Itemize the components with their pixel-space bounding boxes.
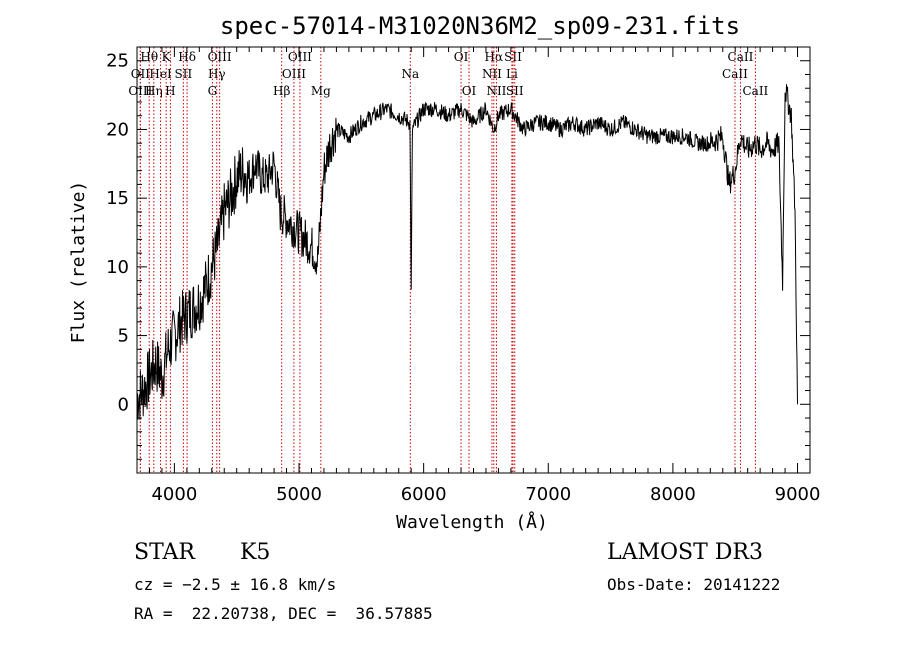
line-label: OI <box>462 84 477 98</box>
line-label: Hα <box>485 50 504 64</box>
x-tick-label: 9000 <box>775 484 821 505</box>
line-label: Hη <box>145 84 163 98</box>
y-tick-label: 0 <box>118 394 129 415</box>
line-label: NII <box>482 67 502 81</box>
x-tick-label: 6000 <box>401 484 447 505</box>
y-tick-label: 5 <box>118 326 129 347</box>
x-tick-label: 5000 <box>276 484 322 505</box>
line-label: SII <box>506 84 524 98</box>
y-tick-label: 15 <box>106 188 129 209</box>
line-label: NII <box>486 84 506 98</box>
line-label: Hγ <box>208 67 226 81</box>
x-tick-label: 8000 <box>650 484 696 505</box>
line-label: OIII <box>128 84 152 98</box>
line-label: OIII <box>282 67 306 81</box>
x-axis-label: Wavelength (Å) <box>396 511 548 533</box>
plot-frame <box>136 46 811 474</box>
line-label: CaII <box>728 50 754 64</box>
redshift-cz: cz = −2.5 ± 16.8 km/s <box>134 575 337 594</box>
subclass: K5 <box>240 540 271 565</box>
line-label: CaII <box>722 67 748 81</box>
line-label: OIII <box>288 50 312 64</box>
line-label: Na <box>401 67 419 81</box>
line-label: G <box>208 84 218 98</box>
line-label: OI <box>454 50 469 64</box>
y-tick-label: 20 <box>106 119 129 140</box>
line-label: Hβ <box>273 84 290 98</box>
survey-name: LAMOST DR3 <box>607 540 763 565</box>
spectrum-series <box>136 84 798 420</box>
chart-title: spec-57014-M31020N36M2_sp09-231.fits <box>220 12 740 40</box>
y-tick-label: 10 <box>106 257 129 278</box>
line-label: Hθ <box>140 50 158 64</box>
axes: 4000 5000 6000 7000 8000 9000 0 5 10 15 20 25 <box>106 46 821 505</box>
line-label: K <box>162 50 172 64</box>
object-class: STAR <box>134 540 195 565</box>
x-tick-label: 4000 <box>151 484 197 505</box>
line-label: SII <box>504 50 522 64</box>
line-label: Mg <box>311 84 331 98</box>
ra-dec: RA = 22.20738, DEC = 36.57885 <box>134 604 433 623</box>
spectrum-line <box>136 84 798 420</box>
obs-date: Obs-Date: 20141222 <box>607 575 781 594</box>
line-label: HeI <box>149 67 172 81</box>
line-label: H <box>165 84 175 98</box>
line-label: SII <box>175 67 193 81</box>
line-label: Li <box>506 67 518 81</box>
line-label: Hδ <box>178 50 196 64</box>
emission-line-markers: HθOIIOIIIHηKHeISIIHHδOIIIHγGHβOIIIOIIIMg… <box>128 47 769 473</box>
y-axis-label: Flux (relative) <box>68 181 89 344</box>
y-tick-label: 25 <box>106 51 129 72</box>
line-label: OIII <box>208 50 232 64</box>
line-label: CaII <box>742 84 768 98</box>
x-tick-label: 7000 <box>525 484 571 505</box>
